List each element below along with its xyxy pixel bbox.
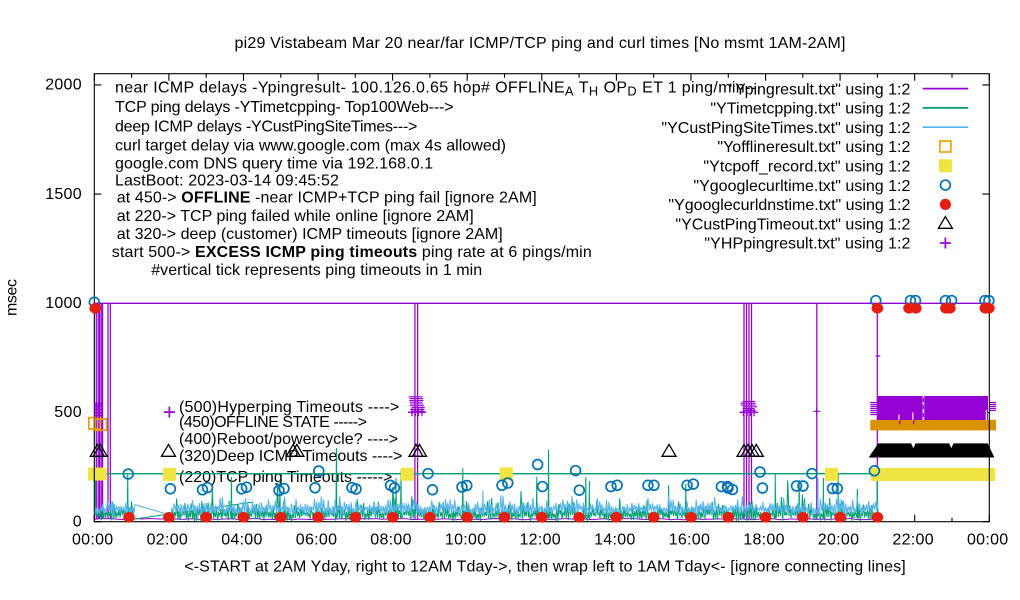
svg-text:06:00: 06:00 [296, 531, 337, 548]
svg-text:10:00: 10:00 [445, 531, 486, 548]
svg-text:<-START at 2AM Yday, right to: <-START at 2AM Yday, right to 12AM Tday-… [184, 558, 906, 575]
svg-text:12:00: 12:00 [520, 531, 561, 548]
svg-text:at 450-> OFFLINE -near ICMP+T: at 450-> OFFLINE -near ICMP+TCP ping fai… [117, 190, 537, 207]
svg-text:00:00: 00:00 [72, 531, 113, 548]
svg-text:google.com DNS query time via: google.com DNS query time via 192.168.0.… [115, 155, 433, 172]
svg-text:"YTimetcpping.txt" using 1:2: "YTimetcpping.txt" using 1:2 [710, 101, 910, 118]
svg-text:pi29 Vistabeam Mar 20 near/fa: pi29 Vistabeam Mar 20 near/far ICMP/TCP … [235, 35, 846, 52]
svg-text:"YHPpingresult.txt" using 1:2: "YHPpingresult.txt" using 1:2 [704, 236, 910, 253]
svg-text:2000: 2000 [45, 77, 81, 94]
svg-text:"Ygooglecurltime.txt" using 1:: "Ygooglecurltime.txt" using 1:2 [693, 178, 910, 195]
svg-text:20:00: 20:00 [818, 531, 859, 548]
svg-text:18:00: 18:00 [743, 531, 784, 548]
svg-text:1000: 1000 [45, 295, 81, 312]
svg-text:at 320-> deep (customer) ICMP: at 320-> deep (customer) ICMP timeouts [… [117, 226, 503, 243]
svg-text:04:00: 04:00 [221, 531, 262, 548]
svg-text:500: 500 [54, 404, 81, 421]
svg-text:"Ytcpoff_record.txt" using 1:2: "Ytcpoff_record.txt" using 1:2 [703, 159, 910, 176]
svg-text:16:00: 16:00 [669, 531, 710, 548]
svg-text:at 220-> TCP ping failed while: at 220-> TCP ping failed while online [i… [117, 208, 474, 225]
svg-text:"Ypingresult.txt" using 1:2: "Ypingresult.txt" using 1:2 [729, 81, 910, 98]
svg-text:curl target delay via www.goog: curl target delay via www.google.com (ma… [115, 138, 506, 155]
svg-text:deep ICMP delays -YCustPingSit: deep ICMP delays -YCustPingSiteTimes---> [115, 118, 417, 135]
svg-text:08:00: 08:00 [370, 531, 411, 548]
svg-text:"Ygooglecurldnstime.txt" using: "Ygooglecurldnstime.txt" using 1:2 [668, 197, 910, 214]
svg-text:TCP ping delays -YTimetcpping-: TCP ping delays -YTimetcpping- Top100Web… [115, 99, 454, 116]
svg-text:02:00: 02:00 [147, 531, 188, 548]
svg-text:1500: 1500 [45, 186, 81, 203]
svg-text:"YCustPingSiteTimes.txt" using: "YCustPingSiteTimes.txt" using 1:2 [661, 120, 910, 137]
svg-text:"Yofflineresult.txt" using 1:2: "Yofflineresult.txt" using 1:2 [717, 139, 910, 156]
svg-text:22:00: 22:00 [892, 531, 933, 548]
svg-text:14:00: 14:00 [594, 531, 635, 548]
svg-text:0: 0 [73, 513, 82, 530]
svg-text:near ICMP delays -Ypingresult-: near ICMP delays -Ypingresult- 100.126.0… [115, 80, 756, 99]
svg-text:(500)Hyperping Timeouts ---->: (500)Hyperping Timeouts ----> [179, 399, 399, 416]
svg-text:00:00: 00:00 [967, 531, 1008, 548]
svg-text:#vertical tick represents ping: #vertical tick represents ping timeouts … [151, 262, 482, 279]
svg-text:LastBoot: 2023-03-14 09:45:52: LastBoot: 2023-03-14 09:45:52 [115, 173, 339, 190]
svg-text:(400)Reboot/powercycle? ---->: (400)Reboot/powercycle? ----> [179, 431, 398, 448]
svg-text:(450)OFFLINE STATE ----->: (450)OFFLINE STATE -----> [179, 414, 367, 431]
svg-text:start 500-> EXCESS ICMP ping t: start 500-> EXCESS ICMP ping timeouts pi… [112, 244, 592, 261]
svg-text:msec: msec [4, 279, 21, 316]
svg-text:"YCustPingTimeout.txt" using 1: "YCustPingTimeout.txt" using 1:2 [675, 216, 910, 233]
